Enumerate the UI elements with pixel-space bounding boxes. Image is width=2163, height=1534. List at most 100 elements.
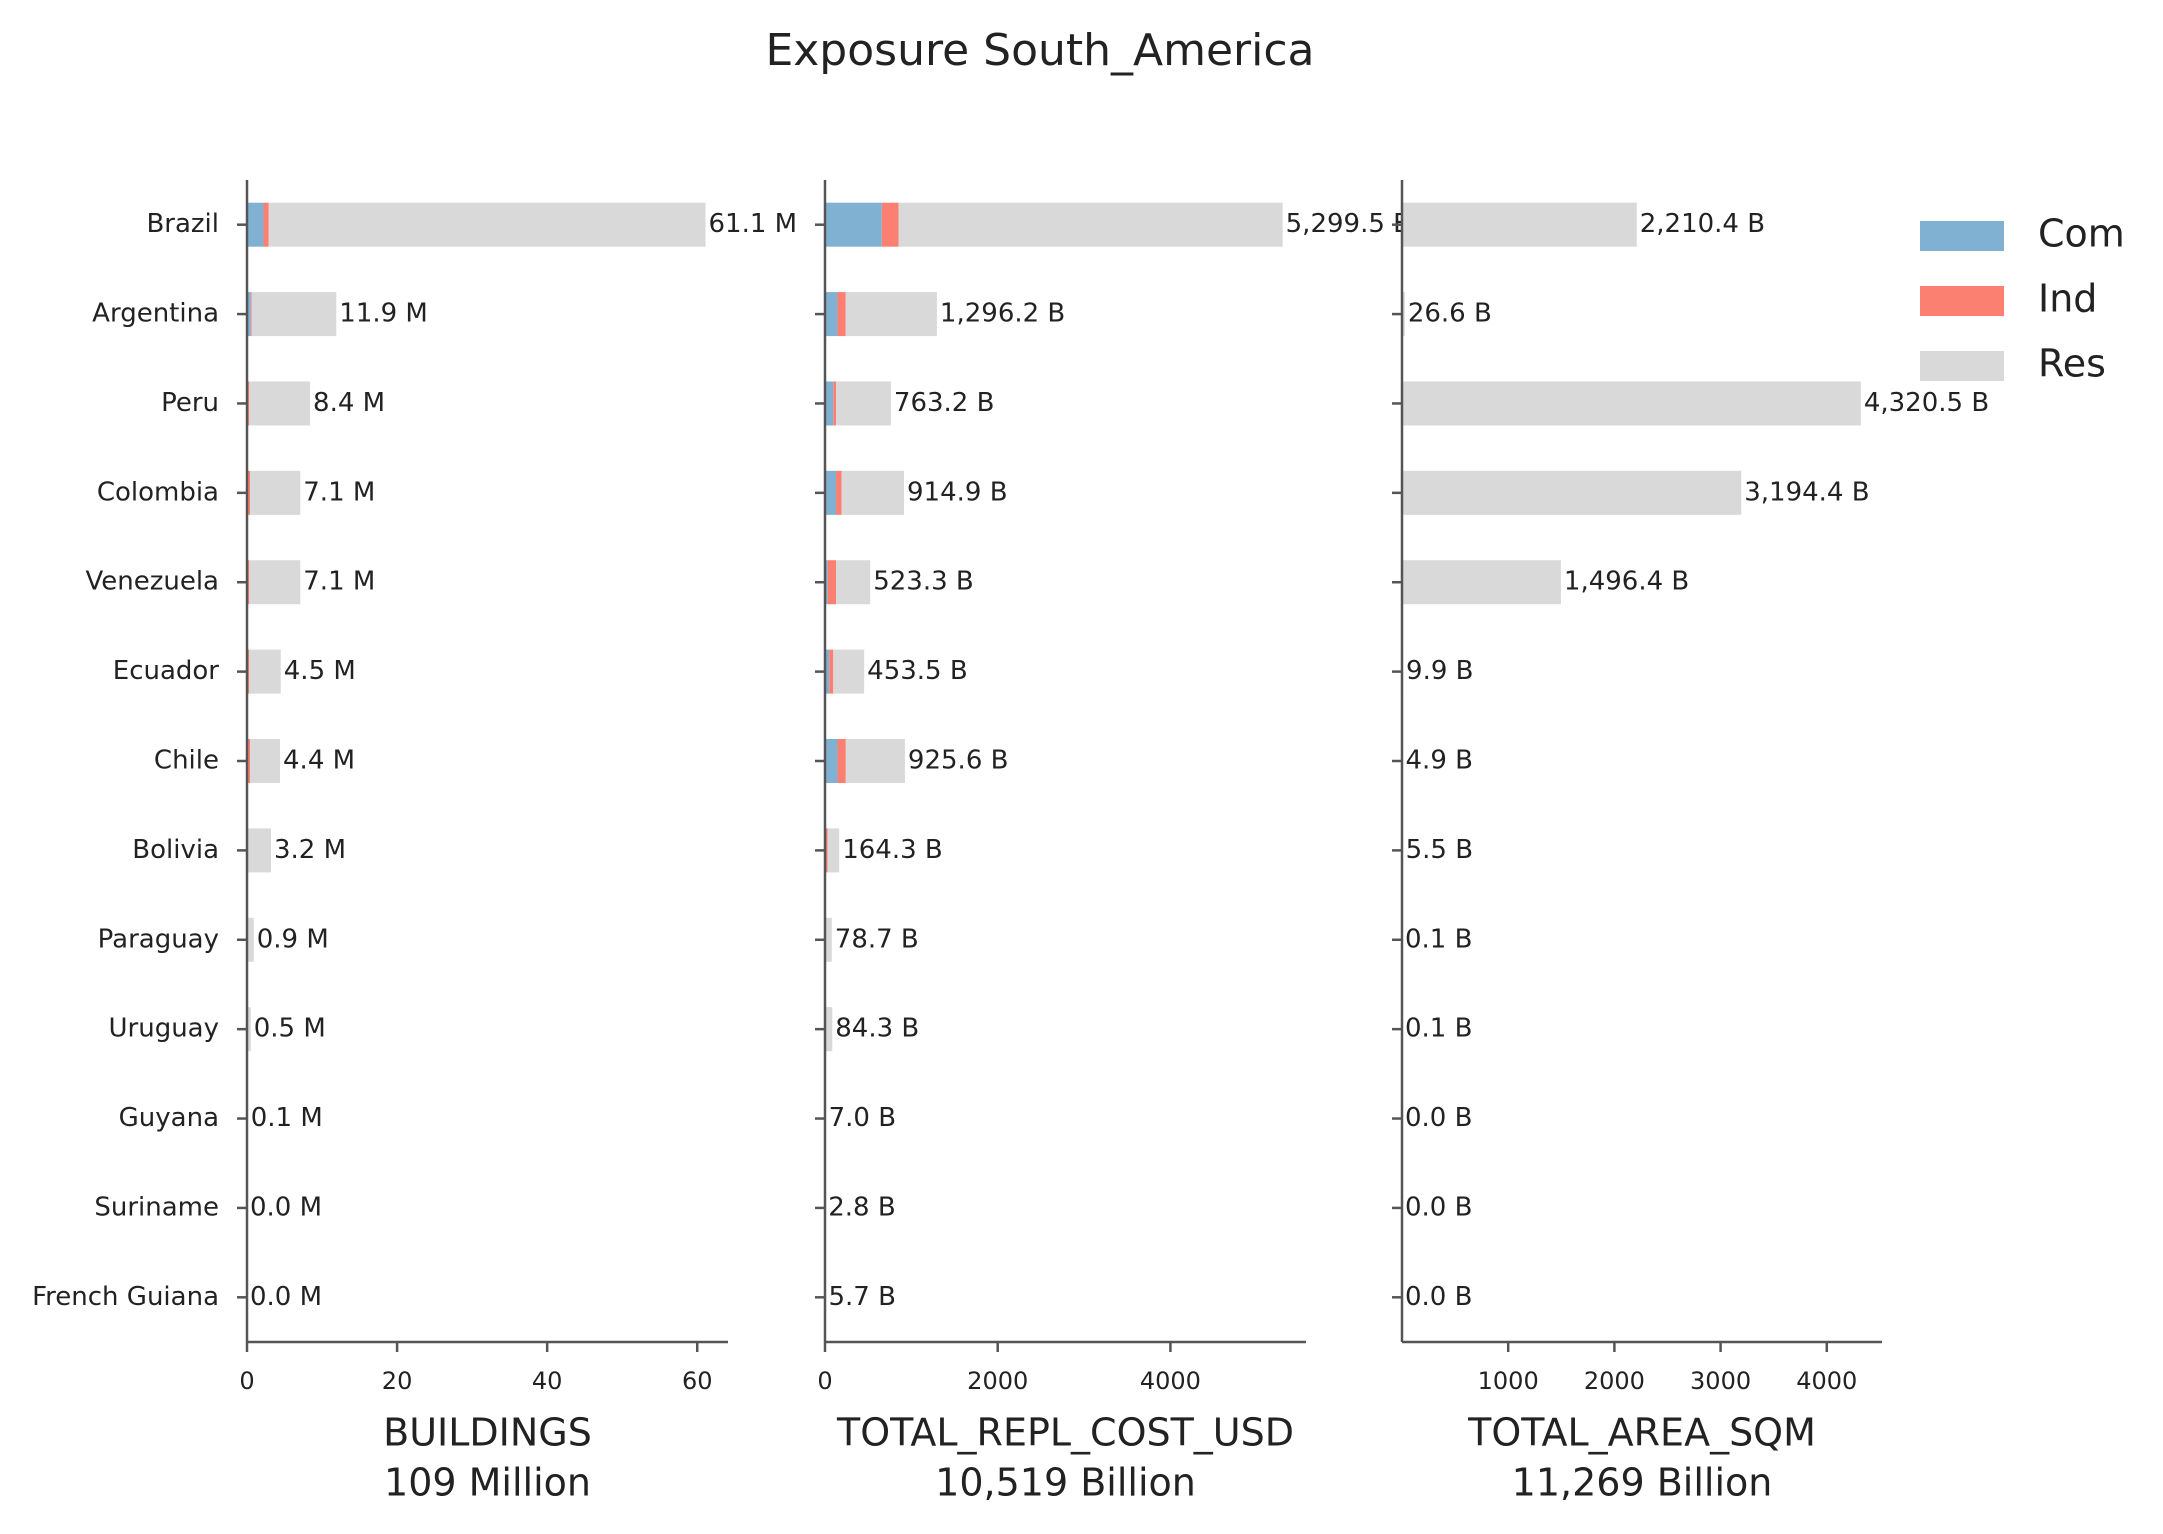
- bar-segment: [825, 739, 838, 783]
- value-label: 9.9 B: [1406, 656, 1473, 686]
- value-label: 0.1 B: [1405, 1014, 1472, 1044]
- y-tick-label: Venezuela: [85, 567, 219, 597]
- y-tick-label: Uruguay: [109, 1014, 220, 1044]
- bar-segment: [250, 739, 281, 783]
- bar-segment: [1402, 381, 1861, 426]
- bar-segment: [841, 470, 905, 515]
- bar-segment: [1402, 470, 1742, 515]
- x-axis-label: TOTAL_AREA_SQM: [1467, 1411, 1816, 1455]
- value-label: 61.1 M: [708, 209, 797, 239]
- bar-segment: [250, 470, 301, 515]
- bar-segment: [836, 381, 891, 426]
- legend-swatch: [1920, 351, 2004, 381]
- y-tick-label: Argentina: [92, 299, 219, 329]
- value-label: 0.0 B: [1405, 1192, 1472, 1222]
- value-label: 26.6 B: [1408, 299, 1492, 329]
- x-tick-label: 2000: [967, 1367, 1028, 1395]
- bar-segment: [827, 560, 837, 605]
- bar-segment: [247, 202, 264, 247]
- value-label: 1,296.2 B: [940, 299, 1065, 329]
- value-label: 0.9 M: [257, 924, 329, 954]
- bar-segment: [1402, 202, 1637, 247]
- legend-label: Com: [2038, 212, 2125, 256]
- value-label: 523.3 B: [873, 567, 974, 597]
- value-label: 0.1 B: [1405, 924, 1472, 954]
- legend-swatch: [1920, 221, 2004, 251]
- value-label: 925.6 B: [908, 746, 1009, 776]
- value-label: 0.5 M: [254, 1014, 326, 1044]
- y-tick-label: Chile: [154, 746, 219, 776]
- bar-segment: [825, 828, 828, 873]
- y-tick-label: Suriname: [94, 1192, 219, 1222]
- bar-segment: [268, 202, 706, 247]
- bar-segment: [247, 1007, 251, 1052]
- y-tick-label: Bolivia: [132, 835, 219, 865]
- y-tick-label: Peru: [161, 388, 219, 418]
- bar-segment: [836, 560, 871, 605]
- legend-swatch: [1920, 286, 2004, 316]
- value-label: 0.0 M: [250, 1282, 322, 1312]
- bar-segment: [825, 202, 882, 247]
- x-tick-label: 2000: [1584, 1367, 1645, 1395]
- value-label: 0.0 B: [1405, 1103, 1472, 1133]
- bar-segment: [1402, 292, 1405, 337]
- x-axis-sublabel: 10,519 Billion: [935, 1461, 1196, 1505]
- bar-segment: [1402, 560, 1561, 605]
- bar-segment: [836, 470, 842, 515]
- bar-segment: [898, 202, 1283, 247]
- y-tick-label: Ecuador: [113, 656, 220, 686]
- value-label: 5.5 B: [1406, 835, 1473, 865]
- bar-segment: [247, 292, 251, 337]
- bar-segment: [845, 739, 905, 783]
- value-label: 8.4 M: [313, 388, 385, 418]
- bar-segment: [825, 649, 830, 694]
- bar-segment: [827, 828, 840, 873]
- bar-segment: [250, 292, 252, 337]
- value-label: 0.0 M: [250, 1192, 322, 1222]
- x-tick-label: 20: [382, 1367, 413, 1395]
- bar-segment: [837, 739, 846, 783]
- y-tick-label: French Guiana: [32, 1282, 219, 1312]
- bar-segment: [825, 292, 838, 337]
- x-tick-label: 4000: [1140, 1367, 1201, 1395]
- bar-segment: [833, 649, 865, 694]
- x-axis-label: TOTAL_REPL_COST_USD: [836, 1411, 1294, 1455]
- bar-segment: [833, 381, 837, 426]
- value-label: 3,194.4 B: [1744, 477, 1869, 507]
- value-label: 0.1 M: [251, 1103, 323, 1133]
- bar-segment: [251, 292, 337, 337]
- value-label: 164.3 B: [842, 835, 943, 865]
- x-tick-label: 3000: [1690, 1367, 1751, 1395]
- bar-segment: [249, 649, 281, 694]
- value-label: 84.3 B: [835, 1014, 919, 1044]
- value-label: 4.4 M: [283, 746, 355, 776]
- bar-segment: [247, 739, 251, 783]
- bar-segment: [247, 381, 250, 426]
- figure-title: Exposure South_America: [765, 25, 1314, 76]
- value-label: 5.7 B: [828, 1282, 895, 1312]
- legend-label: Res: [2038, 342, 2106, 386]
- value-label: 1,496.4 B: [1564, 567, 1689, 597]
- value-label: 453.5 B: [867, 656, 968, 686]
- value-label: 5,299.5 B: [1286, 209, 1411, 239]
- bar-segment: [247, 828, 272, 873]
- bar-segment: [825, 470, 837, 515]
- y-tick-label: Guyana: [119, 1103, 219, 1133]
- bar-segment: [247, 917, 254, 962]
- bar-segment: [249, 560, 301, 605]
- x-tick-label: 0: [817, 1367, 832, 1395]
- x-tick-label: 4000: [1796, 1367, 1857, 1395]
- bar-segment: [247, 560, 250, 605]
- value-label: 11.9 M: [339, 299, 428, 329]
- bar-segment: [825, 381, 834, 426]
- value-label: 4,320.5 B: [1864, 388, 1989, 418]
- value-label: 78.7 B: [835, 924, 919, 954]
- bar-segment: [247, 470, 251, 515]
- bar-segment: [845, 292, 937, 337]
- x-tick-label: 0: [239, 1367, 254, 1395]
- value-label: 0.0 B: [1405, 1282, 1472, 1312]
- value-label: 763.2 B: [894, 388, 995, 418]
- y-tick-label: Brazil: [146, 209, 219, 239]
